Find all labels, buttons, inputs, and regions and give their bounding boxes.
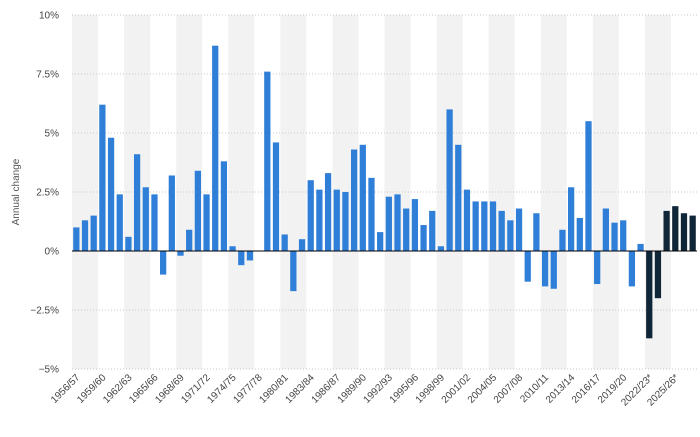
bar-1976-77 [246, 251, 254, 261]
bar-2007-08 [515, 208, 523, 251]
bar-2001-02 [463, 189, 471, 251]
bars [73, 45, 696, 339]
bar-1972-73 [212, 45, 219, 252]
bar-1964-65 [142, 187, 149, 251]
bar-2020-21 [628, 251, 636, 287]
bar-2015-16 [585, 121, 592, 251]
bar-1978-79 [264, 71, 271, 251]
bar-2016-17 [594, 251, 601, 285]
bar-2017-18 [602, 208, 609, 251]
bar-2026-27- [680, 213, 688, 251]
bar-1973-74 [220, 161, 228, 251]
bar-2010-11 [541, 251, 549, 287]
y-tick-label: −2.5% [30, 306, 59, 317]
bar-2009-10 [533, 213, 540, 251]
bar-2012-13 [559, 229, 566, 251]
y-tick-label: 5% [45, 129, 60, 140]
bar-2005-06 [498, 210, 505, 251]
y-tick-label: 10% [39, 11, 59, 22]
bar-1957-58 [81, 220, 89, 251]
bar-2008-09 [524, 251, 531, 282]
background-band [228, 15, 255, 369]
bar-2024-25- [663, 210, 670, 251]
bar-1981-82 [290, 251, 297, 292]
bar-2011-12 [550, 251, 557, 289]
bar-1998-99 [437, 246, 445, 251]
bar-1979-80 [272, 142, 280, 251]
bar-1962-63 [125, 236, 132, 251]
x-axis-ticks: 1956/571959/601962/631965/661968/691971/… [49, 372, 681, 408]
y-tick-label: 2.5% [36, 188, 59, 199]
bar-2003-04 [481, 201, 488, 251]
bar-1961-62 [116, 194, 123, 251]
bar-2022-23- [646, 251, 653, 339]
bar-1971-72 [203, 194, 210, 251]
bar-1967-68 [168, 175, 175, 251]
bar-1960-61 [107, 137, 115, 251]
bar-2002-03 [472, 201, 479, 251]
bar-2025-26- [672, 206, 679, 251]
bar-1958-59 [90, 215, 97, 251]
bar-2014-15 [576, 217, 583, 251]
bar-1999-00 [446, 109, 453, 252]
bar-1989-90 [359, 144, 366, 251]
y-axis-ticks: −5% −2.5% 0% 2.5% 5% 7.5% 10% [30, 11, 59, 376]
bar-1969-70 [186, 229, 193, 251]
background-band [384, 15, 411, 369]
bar-1963-64 [133, 154, 141, 251]
bar-2027-28- [689, 215, 696, 251]
gridlines [72, 14, 697, 370]
bar-2019-20 [620, 220, 627, 251]
bar-1995-96 [411, 199, 419, 251]
bar-1993-94 [394, 194, 401, 251]
bar-2013-14 [568, 187, 575, 251]
bar-1965-66 [151, 194, 158, 251]
bar-1982-83 [298, 239, 306, 251]
bar-2023-24- [654, 251, 662, 299]
y-tick-label: 7.5% [36, 70, 59, 81]
bar-1980-81 [281, 234, 288, 251]
bar-1997-98 [429, 210, 436, 251]
background-band [540, 15, 567, 369]
bar-1992-93 [385, 196, 392, 251]
bar-1956-57 [73, 227, 80, 251]
bar-1975-76 [238, 251, 245, 266]
bar-1996-97 [420, 225, 427, 251]
bar-1991-92 [377, 232, 384, 251]
bar-2021-22 [637, 243, 644, 251]
bar-1983-84 [307, 180, 314, 251]
bar-1985-86 [324, 173, 332, 251]
bar-1966-67 [160, 251, 167, 275]
bar-1994-95 [403, 208, 410, 251]
bar-2006-07 [507, 220, 514, 251]
background-band [280, 15, 307, 369]
bar-1970-71 [194, 170, 201, 251]
bar-2018-19 [611, 222, 618, 251]
bar-1984-85 [316, 189, 323, 251]
y-axis-title: Annual change [11, 158, 22, 225]
bar-1986-87 [333, 189, 340, 251]
bar-1974-75 [229, 246, 236, 251]
bar-1990-91 [368, 177, 375, 251]
y-tick-label: −5% [39, 365, 59, 376]
bar-2000-01 [455, 144, 462, 251]
bar-2004-05 [489, 201, 497, 251]
bar-1987-88 [342, 192, 349, 251]
background-band [592, 15, 619, 369]
bar-1968-69 [177, 251, 184, 256]
bar-1959-60 [99, 104, 106, 252]
bar-1988-89 [350, 149, 358, 251]
y-tick-label: 0% [45, 247, 60, 258]
